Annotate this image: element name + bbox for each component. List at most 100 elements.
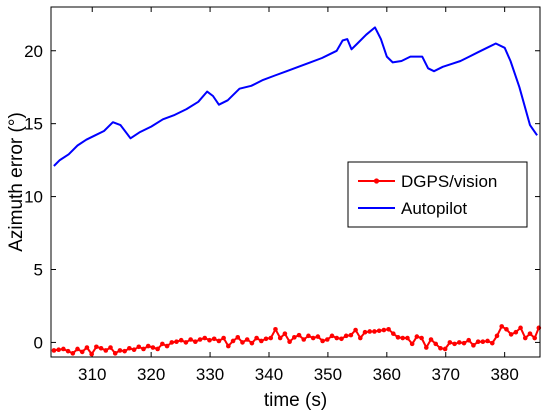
data-point-dgps-vision xyxy=(263,336,269,342)
legend-marker-dgps-vision xyxy=(373,178,380,184)
data-point-dgps-vision xyxy=(216,338,222,344)
y-tick-label: 10 xyxy=(24,188,43,207)
data-point-dgps-vision xyxy=(259,338,264,344)
data-point-dgps-vision xyxy=(249,340,255,346)
ticks-layer: 310 320 330 340 350 360 370 380 0 5 10 15 20 xyxy=(24,7,540,384)
data-point-dgps-vision xyxy=(56,347,61,353)
data-point-dgps-vision xyxy=(89,351,94,357)
data-point-dgps-vision xyxy=(292,335,297,340)
data-point-dgps-vision xyxy=(145,343,151,349)
data-point-dgps-vision xyxy=(395,335,401,340)
data-point-dgps-vision xyxy=(527,331,533,336)
y-tick-label: 20 xyxy=(24,42,43,61)
data-point-dgps-vision xyxy=(343,333,349,339)
data-point-dgps-vision xyxy=(254,335,259,341)
series-line-autopilot xyxy=(53,26,538,167)
data-point-dgps-vision xyxy=(367,329,373,334)
data-point-dgps-vision xyxy=(423,345,429,350)
data-point-dgps-vision xyxy=(485,338,490,344)
data-point-dgps-vision xyxy=(277,335,283,341)
data-point-dgps-vision xyxy=(160,341,165,347)
data-point-dgps-vision xyxy=(207,337,212,343)
data-point-dgps-vision xyxy=(202,335,208,341)
data-point-dgps-vision xyxy=(475,339,481,344)
data-point-dgps-vision xyxy=(409,341,415,347)
data-point-dgps-vision xyxy=(79,349,85,355)
data-point-dgps-vision xyxy=(174,339,179,344)
data-point-dgps-vision xyxy=(386,326,391,332)
y-tick-label: 5 xyxy=(34,261,43,280)
data-point-dgps-vision xyxy=(178,337,184,343)
data-point-dgps-vision xyxy=(522,335,528,341)
data-point-dgps-vision xyxy=(221,335,226,341)
x-tick-label: 320 xyxy=(137,365,165,384)
x-tick-label: 350 xyxy=(314,365,342,384)
data-point-dgps-vision xyxy=(150,345,156,350)
data-point-dgps-vision xyxy=(442,346,448,352)
data-point-dgps-vision xyxy=(306,333,311,339)
data-point-dgps-vision xyxy=(329,333,335,339)
data-point-dgps-vision xyxy=(461,340,467,346)
data-point-dgps-vision xyxy=(51,348,57,353)
x-tick-label: 370 xyxy=(432,365,460,384)
data-point-dgps-vision xyxy=(438,345,443,351)
data-point-dgps-vision xyxy=(315,334,321,339)
data-point-dgps-vision xyxy=(112,351,118,356)
data-point-dgps-vision xyxy=(499,324,505,329)
data-point-dgps-vision xyxy=(334,335,340,341)
data-point-dgps-vision xyxy=(508,332,514,337)
x-tick-label: 310 xyxy=(78,365,106,384)
data-point-dgps-vision xyxy=(155,346,160,352)
data-point-dgps-vision xyxy=(532,335,537,341)
data-point-dgps-vision xyxy=(504,326,509,332)
data-point-dgps-vision xyxy=(226,343,231,349)
data-point-dgps-vision xyxy=(70,351,76,356)
data-point-dgps-vision xyxy=(273,326,278,332)
data-point-dgps-vision xyxy=(193,339,198,344)
data-point-dgps-vision xyxy=(518,325,523,331)
data-point-dgps-vision xyxy=(108,345,113,350)
data-point-dgps-vision xyxy=(494,333,500,339)
data-point-dgps-vision xyxy=(75,346,80,352)
data-point-dgps-vision xyxy=(372,329,377,334)
legend-label-autopilot: Autopilot xyxy=(401,199,467,218)
data-point-dgps-vision xyxy=(301,337,307,342)
data-point-dgps-vision xyxy=(211,336,217,342)
data-point-dgps-vision xyxy=(471,343,476,348)
x-axis-label: time (s) xyxy=(264,390,327,411)
data-point-dgps-vision xyxy=(141,346,146,352)
data-point-dgps-vision xyxy=(391,331,396,336)
data-point-dgps-vision xyxy=(414,334,420,339)
data-point-dgps-vision xyxy=(197,337,203,342)
data-point-dgps-vision xyxy=(428,337,434,342)
data-point-dgps-vision xyxy=(98,345,104,351)
data-point-dgps-vision xyxy=(136,344,142,350)
data-point-dgps-vision xyxy=(287,339,292,344)
data-point-dgps-vision xyxy=(405,335,410,341)
data-point-dgps-vision xyxy=(339,336,344,342)
data-point-dgps-vision xyxy=(131,347,137,353)
data-point-dgps-vision xyxy=(419,335,424,341)
series-layer xyxy=(51,26,542,357)
legend-box xyxy=(347,161,528,228)
data-point-dgps-vision xyxy=(513,329,519,335)
data-point-dgps-vision xyxy=(127,345,132,351)
data-point-dgps-vision xyxy=(183,340,189,345)
data-point-dgps-vision xyxy=(122,348,127,354)
data-point-dgps-vision xyxy=(94,344,99,350)
data-point-dgps-vision xyxy=(362,329,368,335)
data-point-dgps-vision xyxy=(103,348,109,353)
x-tick-label: 380 xyxy=(490,365,518,384)
data-point-dgps-vision xyxy=(452,341,457,347)
legend: DGPS/vision Autopilot xyxy=(347,161,528,228)
x-tick-label: 330 xyxy=(196,365,224,384)
data-point-dgps-vision xyxy=(117,348,123,353)
x-tick-label: 360 xyxy=(373,365,401,384)
y-tick-label: 0 xyxy=(34,333,43,352)
data-point-dgps-vision xyxy=(296,332,302,338)
data-point-dgps-vision xyxy=(353,327,358,333)
data-point-dgps-vision xyxy=(240,340,245,345)
legend-label-dgps-vision: DGPS/vision xyxy=(401,172,497,191)
